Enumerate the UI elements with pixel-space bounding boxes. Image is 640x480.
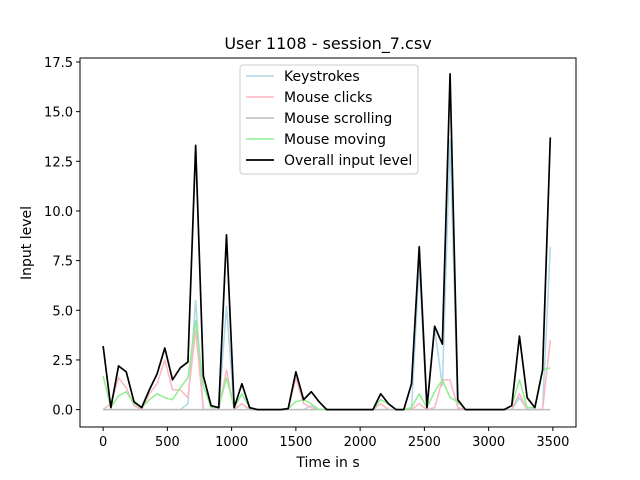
y-axis-label: Input level [19, 206, 35, 280]
y-tick-label: 12.5 [44, 155, 73, 170]
x-tick-label: 2000 [344, 435, 377, 450]
legend-entry-label: Mouse moving [284, 132, 386, 148]
y-tick-label: 5.0 [52, 304, 73, 319]
legend-box [239, 64, 419, 175]
axes-layer: 0 500 1000 1500 2000 2500 3000 3500 0.0 2.5 5.0 7.5… [44, 56, 577, 450]
y-tick-label: 17.5 [44, 56, 73, 71]
x-tick-label: 3000 [472, 435, 505, 450]
x-tick-label: 0 [99, 435, 107, 450]
y-tick-label: 0.0 [52, 404, 73, 419]
x-tick-label: 500 [155, 435, 180, 450]
legend-entry-label: Mouse clicks [284, 90, 372, 106]
legend-entry-label: Overall input level [284, 153, 412, 169]
x-tick-label: 1500 [279, 435, 312, 450]
y-tick-label: 10.0 [44, 205, 73, 220]
legend: Keystrokes Mouse clicks Mouse scrolling Mou… [239, 64, 419, 175]
y-tick-label: 7.5 [52, 255, 73, 270]
plot-frame [79, 57, 577, 428]
x-axis-label: Time in s [295, 455, 359, 471]
chart-title: User 1108 - session_7.csv [224, 34, 431, 54]
series-layer [102, 73, 552, 411]
legend-entry-label: Keystrokes [284, 69, 360, 85]
series-line-overall-input-level [102, 73, 552, 411]
x-tick-label: 2500 [408, 435, 441, 450]
y-tick-label: 2.5 [52, 354, 73, 369]
legend-entry-label: Mouse scrolling [284, 111, 392, 127]
x-tick-label: 3500 [536, 435, 569, 450]
y-tick-label: 15.0 [44, 106, 73, 121]
x-tick-label: 1000 [215, 435, 248, 450]
